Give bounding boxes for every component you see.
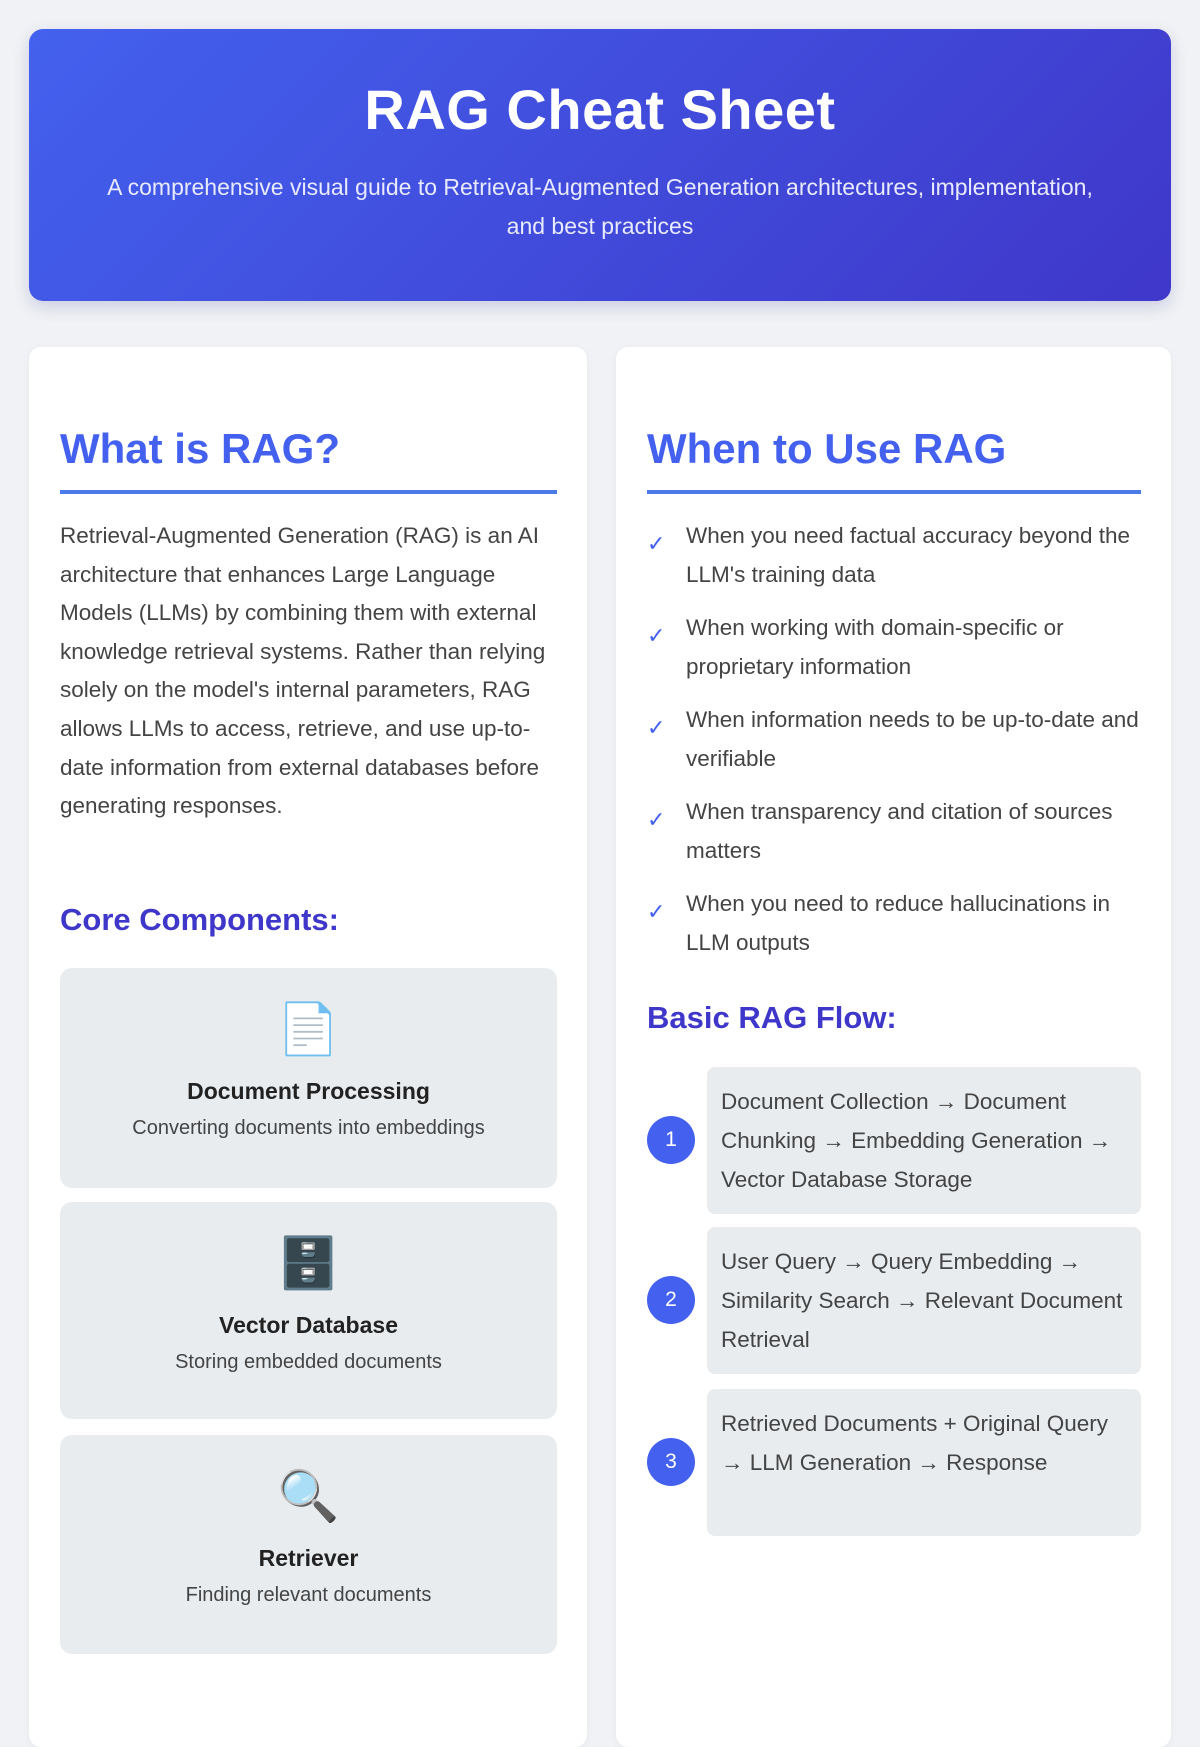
check-icon: ✓ [647,623,666,648]
header-banner: RAG Cheat Sheet A comprehensive visual g… [29,29,1171,301]
checklist-item: ✓ When transparency and citation of sourc… [647,799,1113,863]
step-text: Document Collection → Document Chunking … [707,1067,1141,1214]
magnifier-icon: 🔍 [277,1468,340,1524]
divider [647,490,1141,494]
component-title: Retriever [258,1545,359,1571]
step-number: 2 [647,1276,695,1324]
step-number: 1 [647,1116,695,1164]
step-text: User Query → Query Embedding → Similarit… [707,1227,1141,1374]
divider [60,490,557,494]
step-number: 3 [647,1438,695,1486]
check-icon: ✓ [647,807,666,832]
core-components-title: Core Components: [60,902,339,937]
checklist-item: ✓ When information needs to be up-to-date… [647,707,1139,771]
when-to-use-card: When to Use RAG ✓ When you need factual a… [616,347,1171,1747]
file-cabinet-icon: 🗄️ [277,1235,340,1291]
check-icon: ✓ [647,899,666,924]
document-icon: 📄 [277,1001,340,1057]
rag-description: Retrieval-Augmented Generation (RAG) is … [60,523,546,819]
checklist-item: ✓ When you need factual accuracy beyond t… [647,523,1131,587]
component-card: 🔍 Retriever Finding relevant documents [60,1435,557,1654]
page-subtitle: A comprehensive visual guide to Retrieva… [107,174,1093,239]
component-title: Document Processing [187,1078,430,1104]
component-desc: Storing embedded documents [175,1351,442,1373]
check-icon: ✓ [647,715,666,740]
checklist-item: ✓ When working with domain-specific or pr… [647,615,1064,679]
component-card: 🗄️ Vector Database Storing embedded docu… [60,1202,557,1419]
component-title: Vector Database [219,1312,398,1338]
page-title: RAG Cheat Sheet [364,78,836,141]
flow-step: 2 User Query → Query Embedding → Similari… [647,1227,1141,1374]
what-is-rag-card: What is RAG? Retrieval-Augmented Generat… [29,347,587,1747]
checklist-item: ✓ When you need to reduce hallucinations … [647,891,1111,955]
flow-title: Basic RAG Flow: [647,1000,897,1035]
flow-step: 1 Document Collection → Document Chunking… [647,1067,1141,1214]
section-title: When to Use RAG [647,425,1007,472]
flow-step: 3 Retrieved Documents + Original Query → … [647,1389,1141,1536]
component-card: 📄 Document Processing Converting documen… [60,968,557,1188]
component-desc: Finding relevant documents [185,1584,432,1606]
check-icon: ✓ [647,531,666,556]
step-text: Retrieved Documents + Original Query → L… [707,1389,1141,1536]
component-desc: Converting documents into embeddings [132,1117,485,1139]
section-title: What is RAG? [60,425,340,472]
